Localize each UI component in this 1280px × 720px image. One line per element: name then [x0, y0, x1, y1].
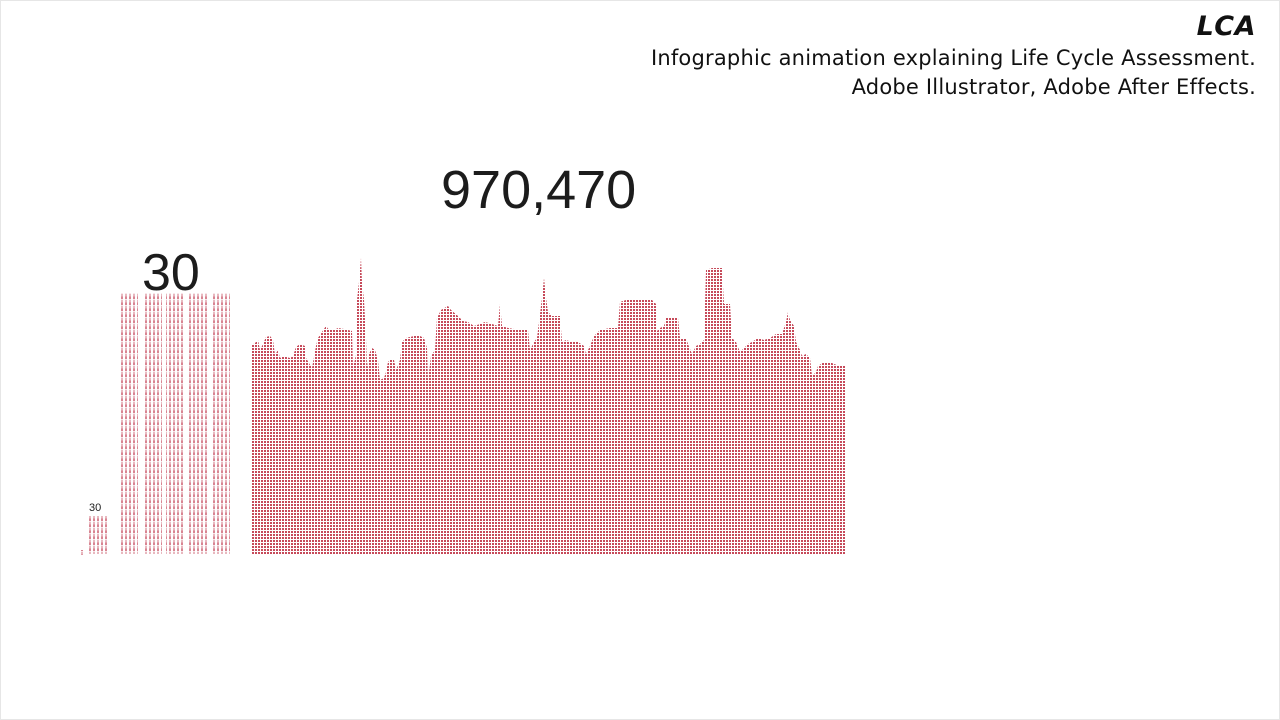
people-column — [211, 293, 230, 554]
people-column — [143, 293, 162, 554]
people-group-small — [88, 516, 107, 554]
people-column — [119, 293, 138, 554]
caption-tools: Adobe Illustrator, Adobe After Effects. — [851, 75, 1256, 99]
count-small-label: 30 — [89, 502, 102, 514]
count-medium-label: 30 — [142, 244, 200, 302]
people-group-medium — [119, 293, 230, 554]
people-group-tiny — [80, 550, 83, 555]
count-large-label: 970,470 — [441, 160, 637, 220]
caption-block: LCA Infographic animation explaining Lif… — [651, 10, 1256, 102]
caption-description: Infographic animation explaining Life Cy… — [650, 46, 1256, 70]
people-group-large-skyline — [252, 258, 846, 554]
people-column — [189, 293, 208, 554]
caption-title: LCA — [1196, 11, 1256, 42]
people-column — [166, 293, 185, 554]
